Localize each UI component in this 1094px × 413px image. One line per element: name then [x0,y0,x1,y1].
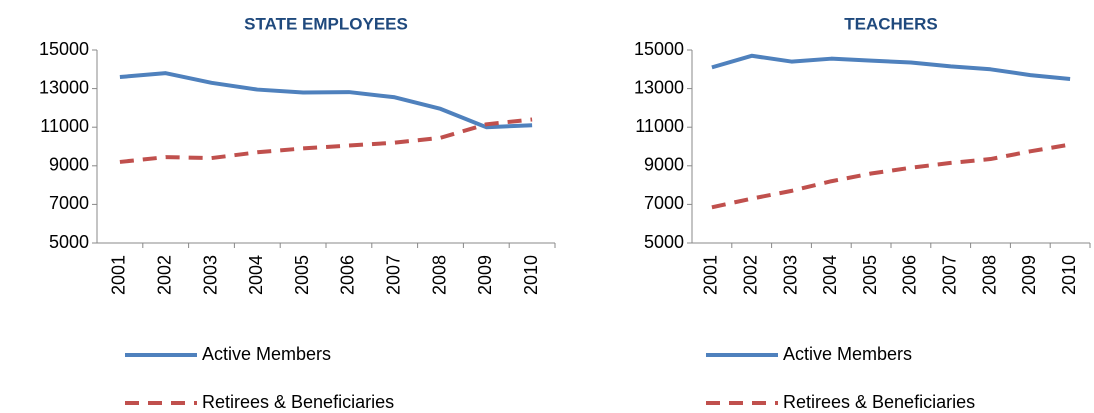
x-tick-label: 2010 [521,255,541,295]
legend-label: Active Members [202,344,331,364]
y-tick-label: 11000 [40,116,89,136]
x-tick-label: 2004 [246,255,266,295]
legend-label: Active Members [783,344,912,364]
x-tick-label: 2003 [200,255,220,295]
x-tick-label: 2006 [900,255,920,295]
y-tick-label: 15000 [634,39,684,59]
y-tick-label: 5000 [49,232,89,252]
x-tick-label: 2005 [860,255,880,295]
x-tick-label: 2003 [780,255,800,295]
y-tick-label: 15000 [39,39,89,59]
x-tick-label: 2007 [383,255,403,295]
y-tick-label: 7000 [49,193,89,213]
x-tick-label: 2004 [820,255,840,295]
x-tick-label: 2002 [154,255,174,295]
series-line [711,53,1071,81]
y-tick-label: 9000 [644,155,684,175]
series-line [711,142,1071,210]
x-tick-label: 2005 [292,255,312,295]
x-tick-label: 2010 [1059,255,1079,295]
legend-label: Retirees & Beneficiaries [783,392,975,412]
chart-title: TEACHERS [844,14,938,33]
x-tick-label: 2006 [338,255,358,295]
x-tick-label: 2009 [1019,255,1039,295]
series-line [119,71,533,130]
series-line [119,117,533,164]
x-tick-label: 2001 [701,255,721,295]
y-tick-label: 11000 [635,116,684,136]
x-tick-label: 2001 [109,255,129,295]
y-tick-label: 13000 [634,77,684,97]
y-tick-label: 7000 [644,193,684,213]
x-tick-label: 2002 [740,255,760,295]
legend-label: Retirees & Beneficiaries [202,392,394,412]
y-tick-label: 5000 [644,232,684,252]
x-tick-label: 2007 [939,255,959,295]
x-tick-label: 2008 [979,255,999,295]
y-tick-label: 9000 [49,155,89,175]
chart-title: STATE EMPLOYEES [244,14,408,33]
x-tick-label: 2009 [475,255,495,295]
y-tick-label: 13000 [39,77,89,97]
x-tick-label: 2008 [429,255,449,295]
